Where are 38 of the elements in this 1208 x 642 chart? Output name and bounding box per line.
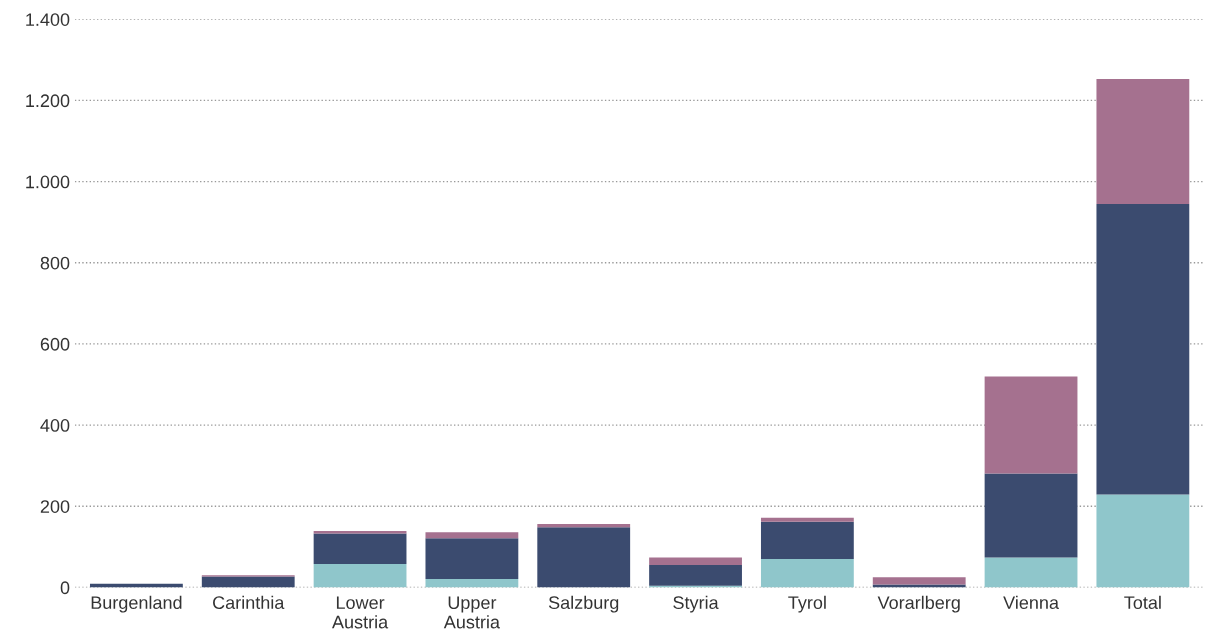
x-tick-label: Carinthia xyxy=(213,595,285,610)
x-tick-label: Burgenland xyxy=(91,595,182,613)
y-tick-label: 1.400 xyxy=(26,13,70,26)
bar xyxy=(984,473,1078,558)
bar xyxy=(872,577,966,585)
bar xyxy=(649,565,742,586)
bar xyxy=(537,524,631,528)
y-tick-label: 1.200 xyxy=(26,94,70,108)
y-tick-label: 200 xyxy=(40,500,70,513)
y-tick-label: 0 xyxy=(60,581,70,595)
x-tick-label: Vorarlberg xyxy=(877,595,960,613)
y-tick-label: 400 xyxy=(40,419,70,432)
bar xyxy=(984,557,1078,588)
x-tick-label: Styria xyxy=(673,595,719,613)
bar xyxy=(425,538,519,579)
bar xyxy=(1096,203,1190,495)
bar xyxy=(760,521,854,560)
x-tick-label: Upper Austria xyxy=(443,596,500,629)
x-tick-label: Vienna xyxy=(1003,595,1059,610)
bar xyxy=(649,557,742,566)
bar xyxy=(760,517,854,522)
y-tick-label: 600 xyxy=(40,337,70,351)
bar xyxy=(537,527,631,588)
bar xyxy=(1096,494,1190,588)
bar xyxy=(313,563,407,588)
x-tick-label: Lower Austria xyxy=(332,596,389,629)
bar xyxy=(760,559,854,588)
x-tick-label: Tyrol xyxy=(788,595,826,613)
x-tick-label: Total xyxy=(1124,595,1161,610)
bar xyxy=(201,576,295,588)
bar xyxy=(425,532,519,539)
bar xyxy=(313,533,407,564)
x-tick-label: Salzburg xyxy=(548,595,619,613)
bar xyxy=(1096,78,1190,204)
bar xyxy=(425,578,519,588)
y-tick-label: 800 xyxy=(40,256,70,270)
bar xyxy=(984,376,1078,474)
y-tick-label: 1.000 xyxy=(26,175,70,189)
